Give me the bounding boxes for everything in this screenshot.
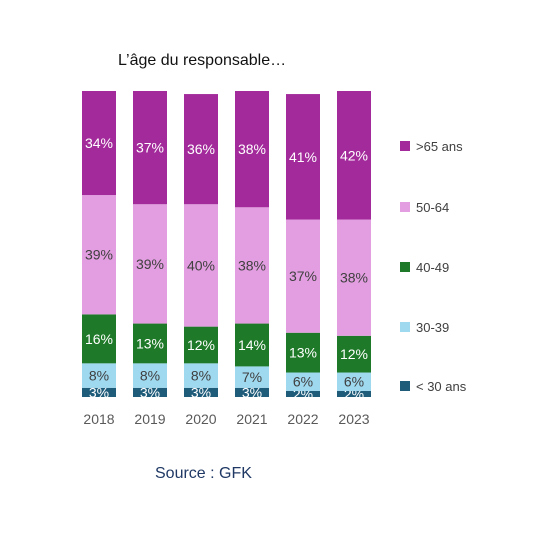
data-label-2020-1: 8% [191,368,211,384]
bar-segment-2018-2 [82,314,116,364]
data-label-2021-3: 38% [238,257,266,273]
bar-segment-2020-1 [184,363,218,388]
bar-segment-2019-1 [133,363,167,388]
data-label-2020-2: 12% [187,337,215,353]
source-note: Source : GFK [155,465,252,482]
bar-segment-2022-2 [286,332,320,373]
chart-title: L’âge du responsable… [118,52,287,69]
bar-segment-2020-2 [184,326,218,364]
bar-segment-2018-0 [82,387,116,397]
x-tick-label-2021: 2021 [236,411,267,427]
data-label-2021-2: 14% [238,337,266,353]
data-label-2020-4: 36% [187,141,215,157]
x-tick-label-2022: 2022 [287,411,318,427]
bar-segment-2022-4 [286,94,320,220]
data-label-2018-4: 34% [85,135,113,151]
bar-segment-2019-0 [133,387,167,397]
bar-segment-2020-3 [184,204,218,327]
data-label-2022-1: 6% [293,374,313,390]
legend-swatch-2 [400,262,410,272]
bar-segment-2021-1 [235,366,269,388]
data-label-2018-1: 8% [89,368,109,384]
data-label-2018-0: 3% [89,384,109,400]
legend-label-3: 30-39 [416,320,449,335]
data-label-2022-4: 41% [289,149,317,165]
bar-segment-2022-1 [286,372,320,391]
bar-segment-2019-3 [133,204,167,324]
legend-swatch-3 [400,322,410,332]
bar-segment-2023-0 [337,390,371,397]
bar-segment-2019-4 [133,91,167,205]
bar-segment-2023-3 [337,219,371,336]
x-tick-label-2018: 2018 [83,411,114,427]
bar-segment-2021-0 [235,387,269,397]
data-label-2023-2: 12% [340,346,368,362]
bar-segment-2019-2 [133,323,167,364]
legend-swatch-0 [400,141,410,151]
data-label-2018-3: 39% [85,247,113,263]
data-label-2019-1: 8% [140,368,160,384]
data-label-2023-3: 38% [340,270,368,286]
bar-segment-2018-4 [82,91,116,196]
data-label-2019-2: 13% [136,335,164,351]
bar-segment-2021-2 [235,323,269,367]
data-label-2023-4: 42% [340,147,368,163]
legend-label-4: < 30 ans [416,379,467,394]
data-label-2023-1: 6% [344,374,364,390]
bar-segment-2018-3 [82,195,116,315]
bar-segment-2021-4 [235,91,269,208]
data-label-2020-0: 3% [191,384,211,400]
legend-label-0: >65 ans [416,139,463,154]
x-tick-label-2023: 2023 [338,411,369,427]
bar-segment-2022-3 [286,219,320,333]
bar-segment-2018-1 [82,363,116,388]
legend-label-2: 40-49 [416,260,449,275]
x-tick-label-2020: 2020 [185,411,216,427]
bar-segment-2022-0 [286,390,320,397]
data-label-2020-3: 40% [187,257,215,273]
bar-segment-2020-4 [184,94,218,205]
legend-swatch-4 [400,381,410,391]
data-label-2021-1: 7% [242,369,262,385]
data-label-2021-0: 3% [242,384,262,400]
legend-swatch-1 [400,202,410,212]
data-label-2018-2: 16% [85,331,113,347]
data-label-2022-2: 13% [289,345,317,361]
bar-segment-2023-2 [337,335,371,373]
data-label-2019-3: 39% [136,256,164,272]
bar-segment-2020-0 [184,387,218,397]
x-tick-label-2019: 2019 [134,411,165,427]
data-label-2019-0: 3% [140,384,160,400]
data-label-2019-4: 37% [136,140,164,156]
data-label-2022-3: 37% [289,268,317,284]
data-label-2021-4: 38% [238,141,266,157]
bar-segment-2021-3 [235,207,269,324]
bar-segment-2023-4 [337,91,371,220]
legend-label-1: 50-64 [416,200,449,215]
bar-segment-2023-1 [337,372,371,391]
